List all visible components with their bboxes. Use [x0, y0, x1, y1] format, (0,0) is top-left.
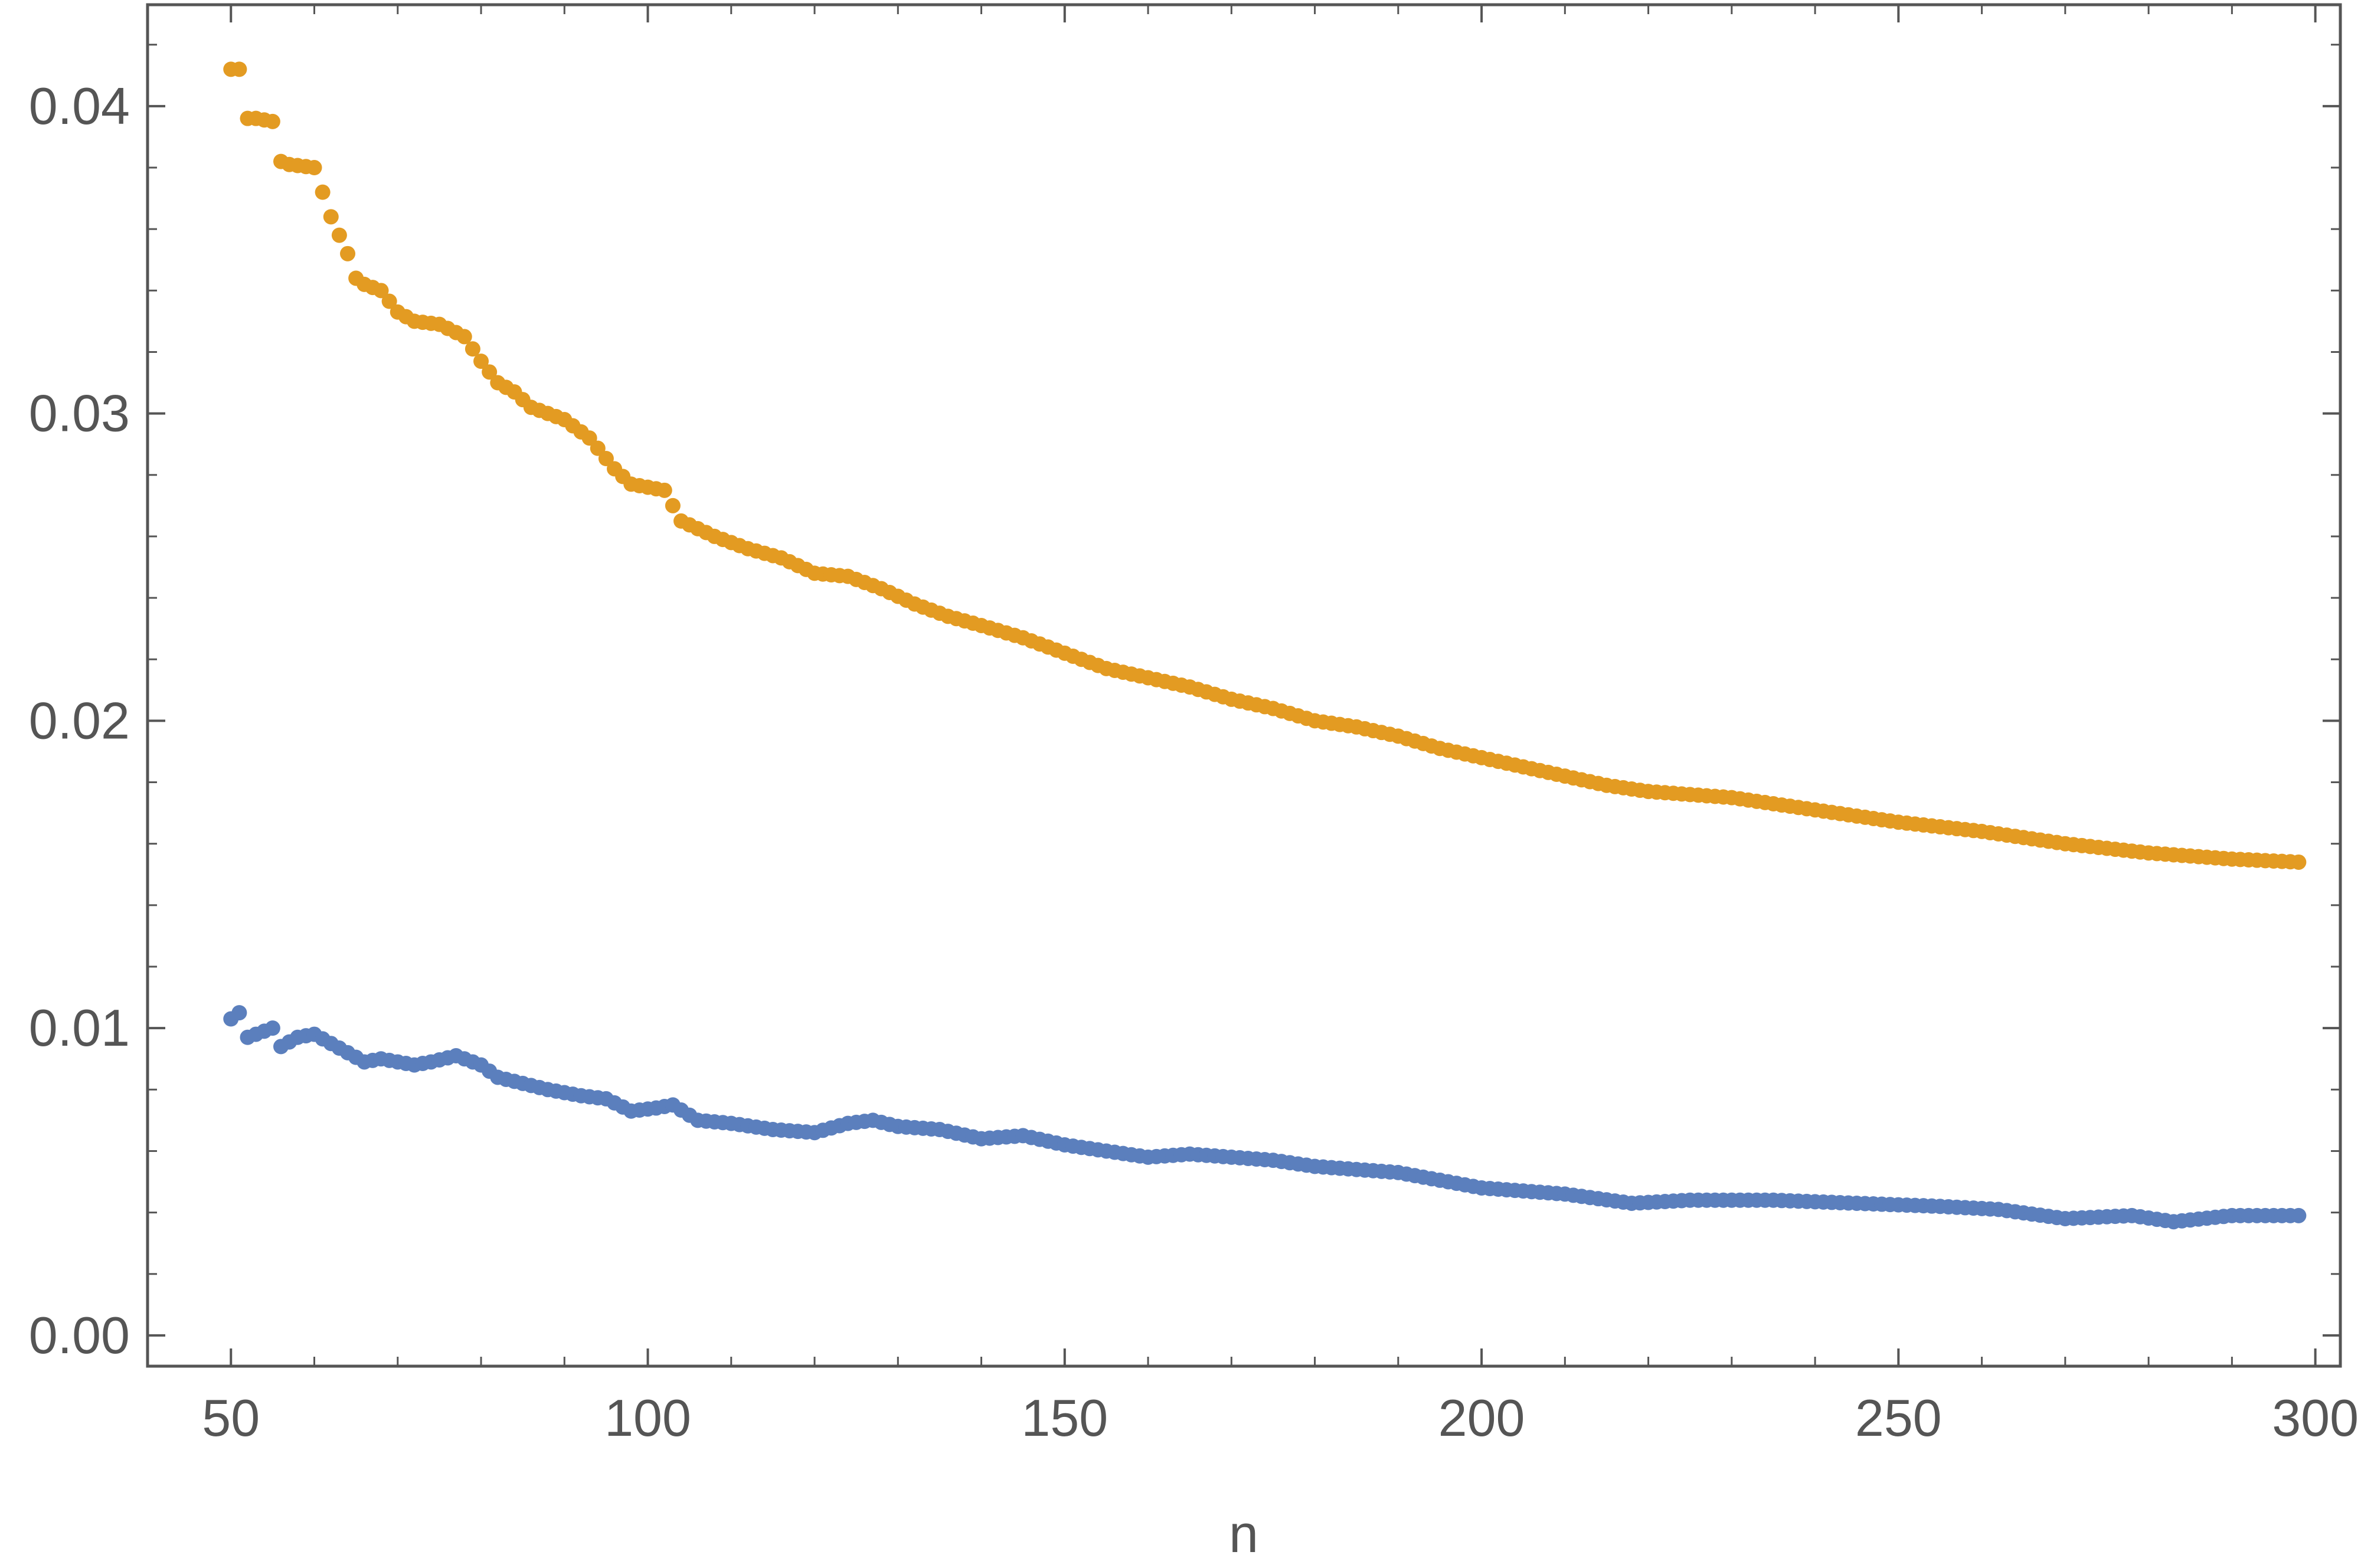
plot-frame — [146, 3, 2342, 1368]
x-tick-label: 250 — [1855, 1389, 1942, 1447]
data-point — [473, 353, 489, 369]
data-point — [590, 440, 606, 456]
data-point — [340, 245, 356, 261]
x-tick-label: 50 — [202, 1389, 260, 1447]
data-point — [598, 451, 614, 466]
data-point — [231, 1005, 247, 1021]
data-point — [231, 61, 247, 77]
data-point — [306, 160, 322, 176]
data-point — [482, 364, 498, 380]
y-tick-label: 0.02 — [29, 691, 130, 749]
data-point — [315, 184, 331, 200]
x-tick-label: 200 — [1438, 1389, 1525, 1447]
y-tick-label: 0.03 — [29, 384, 130, 443]
data-point — [2291, 1207, 2307, 1223]
x-tick-label: 100 — [604, 1389, 691, 1447]
x-axis-ticks: 50 100 150 200 250 300 — [146, 5, 2359, 1447]
series-1 — [223, 1005, 2307, 1230]
data-point — [581, 430, 597, 446]
y-tick-label: 0.00 — [29, 1306, 130, 1364]
data-point — [456, 329, 472, 345]
x-tick-label: 150 — [1021, 1389, 1108, 1447]
data-point — [264, 113, 280, 129]
data-point — [465, 341, 480, 357]
data-point — [331, 227, 347, 243]
series-2 — [223, 61, 2307, 870]
data-point — [665, 497, 681, 513]
y-tick-label: 0.01 — [29, 999, 130, 1057]
data-point — [323, 209, 339, 225]
y-tick-label: 0.04 — [29, 77, 130, 135]
series-layer — [223, 61, 2307, 1230]
data-point — [373, 283, 389, 299]
data-point — [2291, 854, 2307, 870]
y-axis-ticks: 0.00 0.01 0.02 0.03 0.04 — [29, 44, 2340, 1364]
x-axis-label: n — [1229, 1505, 1258, 1564]
data-point — [264, 1020, 280, 1036]
data-point — [656, 482, 672, 498]
data-point — [381, 293, 397, 309]
x-tick-label: 300 — [2272, 1389, 2359, 1447]
